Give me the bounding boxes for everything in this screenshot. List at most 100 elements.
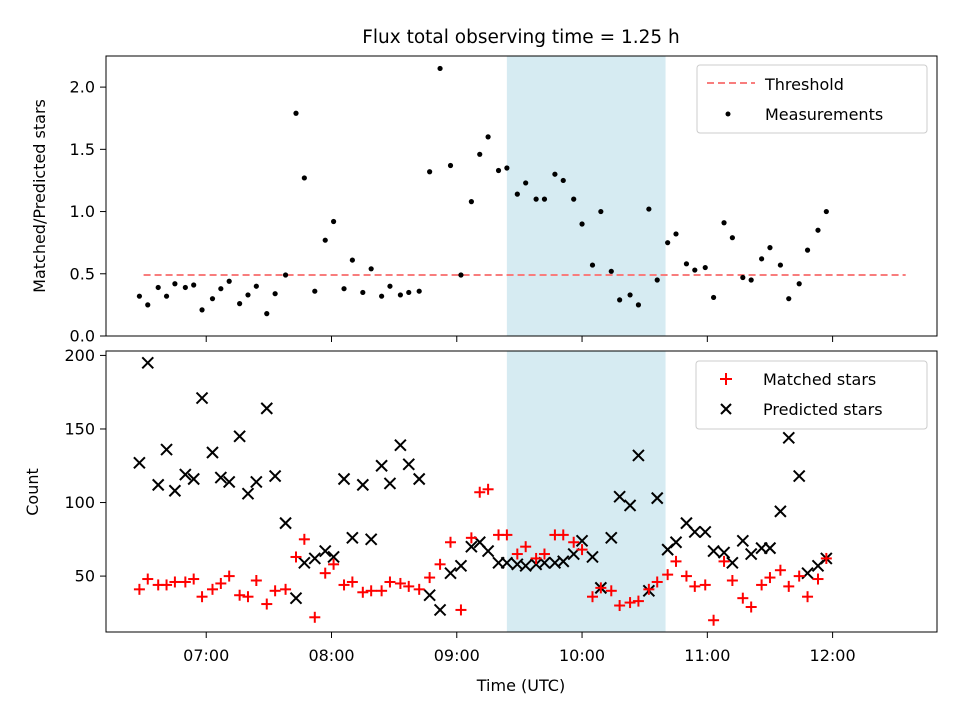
matched-point <box>764 572 776 584</box>
predicted-point <box>133 456 146 470</box>
legend-matched-label: Matched stars <box>763 370 876 389</box>
predicted-point <box>726 556 739 570</box>
predicted-point <box>233 430 246 443</box>
matched-point <box>812 573 824 585</box>
measurement-point <box>579 221 585 227</box>
predicted-point <box>298 556 311 570</box>
predicted-point <box>736 534 750 547</box>
matched-point <box>737 592 749 604</box>
predicted-point <box>268 469 282 483</box>
legend-measurements-label: Measurements <box>765 105 883 124</box>
x-tick-label: 07:00 <box>183 646 229 665</box>
matched-point <box>520 541 532 553</box>
measurement-point <box>145 302 151 308</box>
measurement-point <box>209 296 216 302</box>
y-tick-label: 150 <box>64 419 95 438</box>
measurement-point <box>406 289 412 296</box>
y-tick-label: 0.5 <box>70 264 95 283</box>
bottom-panel: 50 100 150 200 07:00 08:00 09:00 10:00 11:00 12:… <box>23 346 938 695</box>
matched-point <box>474 486 486 498</box>
predicted-point <box>519 559 532 573</box>
measurement-point <box>767 245 773 251</box>
predicted-point <box>557 555 570 568</box>
matched-point <box>365 585 377 597</box>
matched-point <box>568 536 580 548</box>
predicted-point <box>289 591 303 605</box>
matched-point <box>624 597 636 609</box>
matched-point <box>298 533 310 545</box>
measurement-point <box>330 218 337 225</box>
measurement-point <box>665 240 671 246</box>
measurement-point <box>571 196 577 202</box>
measurement-point <box>729 235 735 241</box>
y-tick-label: 100 <box>64 493 95 512</box>
measurement-point <box>523 180 529 186</box>
top-y-axis-label: Matched/Predicted stars <box>30 99 49 293</box>
measurement-point <box>823 208 829 215</box>
y-tick-label: 200 <box>64 346 95 365</box>
measurement-point <box>721 220 727 226</box>
matched-point <box>689 580 701 592</box>
matched-point <box>384 576 396 588</box>
predicted-point <box>319 544 332 558</box>
y-tick-label: 1.0 <box>70 202 95 221</box>
measurement-point <box>136 293 143 299</box>
measurement-point <box>427 169 433 175</box>
predicted-point <box>763 541 777 555</box>
measurement-point <box>155 284 161 291</box>
top-legend: Threshold Measurements <box>696 64 928 134</box>
matched-point <box>511 548 523 560</box>
bottom-legend: Matched stars Predicted stars <box>695 360 928 430</box>
measurements-legend-swatch <box>725 111 731 117</box>
matched-point <box>403 580 415 592</box>
matched-point <box>820 552 832 564</box>
matched-point <box>376 585 388 597</box>
predicted-legend-swatch <box>720 403 732 415</box>
measurement-point <box>468 199 474 205</box>
matched-point <box>718 555 730 567</box>
measurement-point <box>447 162 454 169</box>
predicted-point <box>651 491 664 505</box>
matched-legend-swatch <box>720 373 732 385</box>
bottom-y-axis-label: Count <box>23 468 42 516</box>
measurement-point <box>477 151 483 157</box>
matched-point <box>708 614 720 626</box>
x-tick-label: 10:00 <box>559 646 605 665</box>
predicted-point <box>454 559 468 573</box>
measurement-point <box>533 196 539 202</box>
matched-point <box>179 576 191 588</box>
predicted-point <box>346 531 359 545</box>
predicted-point <box>375 459 388 472</box>
measurement-point <box>786 296 792 302</box>
predicted-point <box>632 449 645 462</box>
top-panel: 0.00.51.01.52.0 Matched/Predicted stars … <box>30 55 938 346</box>
matched-point <box>357 586 369 598</box>
predicted-stars-series <box>133 356 833 617</box>
predicted-point <box>308 552 322 565</box>
measurement-point <box>322 237 328 243</box>
matched-point <box>501 529 513 541</box>
predicted-point <box>792 469 806 483</box>
measurement-point <box>589 262 596 268</box>
predicted-point <box>179 468 192 481</box>
predicted-point <box>412 472 426 486</box>
predicted-point <box>394 438 407 452</box>
top-y-axis: 0.0 0.5 1.0 1.5 2.0 <box>70 78 106 346</box>
matched-point <box>726 575 738 587</box>
matched-point <box>280 583 292 595</box>
measurement-point <box>237 301 243 307</box>
measurement-point <box>191 282 197 288</box>
matched-point <box>413 583 425 595</box>
matched-point <box>670 555 682 567</box>
measurement-point <box>272 291 278 297</box>
predicted-point <box>327 550 340 564</box>
measurement-point <box>608 268 614 274</box>
bottom-highlight-span <box>506 351 666 632</box>
predicted-point <box>383 477 397 490</box>
measurement-point <box>541 196 548 202</box>
x-tick-label: 09:00 <box>434 646 480 665</box>
predicted-point <box>260 402 273 415</box>
matched-point <box>196 591 208 603</box>
measurement-point <box>264 311 270 317</box>
predicted-point <box>444 566 457 580</box>
